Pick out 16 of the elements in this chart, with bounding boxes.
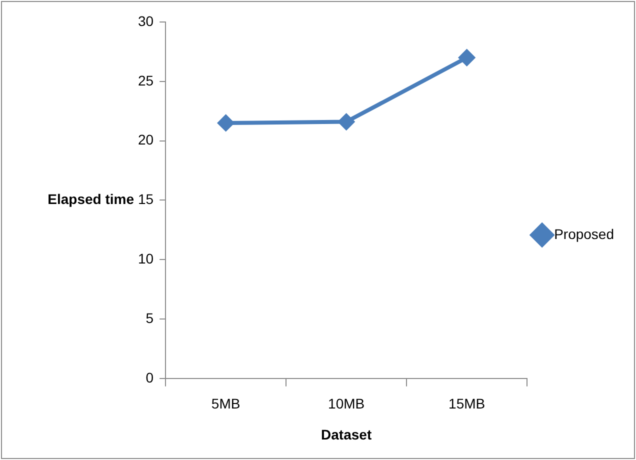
x-tick-label: 5MB bbox=[211, 396, 240, 412]
y-tick-label: 20 bbox=[138, 132, 154, 148]
x-tick-label: 15MB bbox=[448, 396, 486, 412]
point bbox=[458, 50, 475, 66]
y-tick-label: 25 bbox=[138, 72, 154, 88]
y-tick-label: 15 bbox=[138, 191, 154, 208]
y-tick-label: 30 bbox=[138, 12, 154, 29]
y-axis-title: Elapsed time bbox=[48, 191, 134, 208]
x-tick-label: 10MB bbox=[328, 396, 365, 412]
y-tick-label: 0 bbox=[146, 369, 154, 386]
point bbox=[218, 114, 234, 131]
y-tick-label: 5 bbox=[146, 310, 154, 326]
x-axis-title: Dataset bbox=[321, 426, 372, 442]
legend-label: Proposed bbox=[554, 226, 614, 242]
y-tick-label: 10 bbox=[138, 250, 154, 266]
point bbox=[338, 114, 354, 130]
